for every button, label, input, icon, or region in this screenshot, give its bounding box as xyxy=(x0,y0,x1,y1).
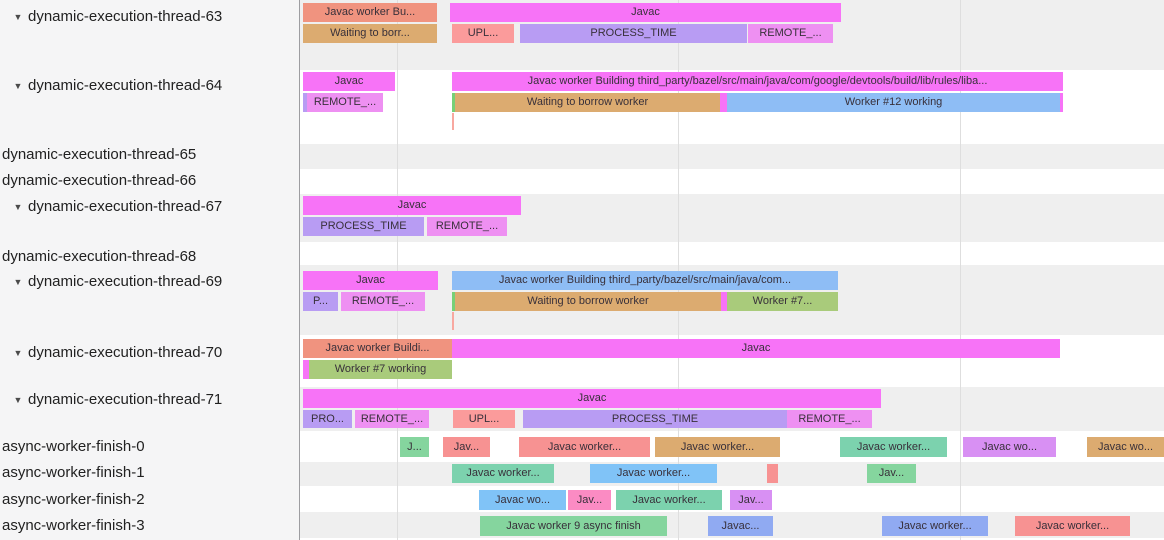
trace-slice[interactable]: REMOTE_... xyxy=(787,410,872,428)
trace-slice[interactable]: Worker #7 working xyxy=(309,360,452,379)
trace-slice[interactable]: Javac worker Buildi... xyxy=(303,339,452,358)
track-label[interactable]: dynamic-execution-thread-63 xyxy=(28,8,223,25)
trace-slice[interactable]: Javac worker 9 async finish xyxy=(480,516,667,536)
trace-tick[interactable] xyxy=(452,312,454,330)
trace-slice[interactable]: REMOTE_... xyxy=(307,93,383,112)
trace-slice[interactable] xyxy=(452,292,455,311)
track-row-dynamic-execution-thread-67: ▼ dynamic-execution-thread-67 xyxy=(8,197,223,217)
trace-slice[interactable]: Jav... xyxy=(443,437,490,457)
collapse-triangle-icon[interactable]: ▼ xyxy=(13,395,23,405)
trace-slice[interactable]: Javac xyxy=(303,72,395,91)
trace-slice[interactable]: PRO... xyxy=(303,410,352,428)
collapse-triangle-icon[interactable]: ▼ xyxy=(13,277,23,287)
track-row-dynamic-execution-thread-65: dynamic-execution-thread-65 xyxy=(2,145,196,165)
trace-slice[interactable]: Javac worker... xyxy=(1015,516,1130,536)
trace-slice[interactable]: P... xyxy=(303,292,338,311)
trace-slice[interactable]: Worker #7... xyxy=(727,292,838,311)
track-row-dynamic-execution-thread-71: ▼ dynamic-execution-thread-71 xyxy=(8,390,223,410)
row-stripe xyxy=(300,144,1164,169)
trace-slice[interactable]: Javac wo... xyxy=(479,490,566,510)
track-row-dynamic-execution-thread-66: dynamic-execution-thread-66 xyxy=(2,171,196,191)
trace-slice[interactable]: Javac worker... xyxy=(519,437,650,457)
track-label[interactable]: dynamic-execution-thread-68 xyxy=(2,248,197,265)
trace-slice[interactable]: REMOTE_... xyxy=(748,24,833,43)
trace-slice[interactable]: REMOTE_... xyxy=(341,292,425,311)
track-row-async-worker-finish-1: async-worker-finish-1 xyxy=(2,463,145,483)
trace-slice[interactable]: Jav... xyxy=(730,490,772,510)
trace-slice[interactable]: REMOTE_... xyxy=(427,217,507,236)
row-stripe xyxy=(300,462,1164,486)
trace-slice[interactable] xyxy=(303,93,307,112)
trace-slice[interactable]: REMOTE_... xyxy=(355,410,429,428)
track-row-dynamic-execution-thread-63: ▼ dynamic-execution-thread-63 xyxy=(8,7,223,27)
trace-slice[interactable] xyxy=(303,360,309,379)
track-row-dynamic-execution-thread-69: ▼ dynamic-execution-thread-69 xyxy=(8,272,223,292)
gridline xyxy=(397,0,398,540)
trace-slice[interactable]: Waiting to borr... xyxy=(303,24,437,43)
collapse-triangle-icon[interactable]: ▼ xyxy=(13,12,23,22)
trace-slice[interactable]: PROCESS_TIME xyxy=(523,410,787,428)
track-label[interactable]: dynamic-execution-thread-64 xyxy=(28,77,223,94)
trace-slice[interactable]: Waiting to borrow worker xyxy=(455,292,721,311)
trace-slice[interactable]: Javac worker... xyxy=(452,464,554,483)
track-label[interactable]: async-worker-finish-0 xyxy=(2,438,145,455)
trace-slice[interactable]: Javac worker... xyxy=(616,490,722,510)
track-label[interactable]: async-worker-finish-1 xyxy=(2,464,145,481)
trace-slice[interactable]: Javac worker Building third_party/bazel/… xyxy=(452,72,1063,91)
trace-slice[interactable]: UPL... xyxy=(453,410,515,428)
trace-slice[interactable]: Javac xyxy=(303,196,521,215)
gridline xyxy=(678,0,679,540)
track-label[interactable]: async-worker-finish-3 xyxy=(2,517,145,534)
track-label[interactable]: dynamic-execution-thread-70 xyxy=(28,344,223,361)
trace-slice[interactable]: Jav... xyxy=(568,490,611,510)
trace-slice[interactable]: UPL... xyxy=(452,24,514,43)
trace-slice[interactable] xyxy=(767,464,778,483)
track-label[interactable]: dynamic-execution-thread-66 xyxy=(2,172,197,189)
trace-slice[interactable]: Javac... xyxy=(708,516,773,536)
trace-slice[interactable]: Javac worker Building third_party/bazel/… xyxy=(452,271,838,290)
trace-slice[interactable]: Javac xyxy=(450,3,841,22)
trace-tick[interactable] xyxy=(452,113,454,130)
trace-slice[interactable]: Javac worker... xyxy=(840,437,947,457)
trace-slice[interactable]: Javac worker... xyxy=(590,464,717,483)
track-row-async-worker-finish-2: async-worker-finish-2 xyxy=(2,490,145,510)
track-row-async-worker-finish-3: async-worker-finish-3 xyxy=(2,516,145,536)
track-row-async-worker-finish-0: async-worker-finish-0 xyxy=(2,437,145,457)
collapse-triangle-icon[interactable]: ▼ xyxy=(13,348,23,358)
trace-slice[interactable]: Jav... xyxy=(867,464,916,483)
trace-slice[interactable]: Javac wo... xyxy=(963,437,1056,457)
track-label[interactable]: dynamic-execution-thread-69 xyxy=(28,273,223,290)
trace-slice[interactable]: PROCESS_TIME xyxy=(303,217,424,236)
trace-slice[interactable] xyxy=(721,292,727,311)
trace-slice[interactable]: Waiting to borrow worker xyxy=(455,93,720,112)
trace-slice[interactable]: Javac xyxy=(303,389,881,408)
trace-slice[interactable]: Javac worker Bu... xyxy=(303,3,437,22)
trace-slice[interactable] xyxy=(452,93,455,112)
trace-slice[interactable]: Javac worker... xyxy=(882,516,988,536)
track-name-panel: ▼ dynamic-execution-thread-63 ▼ dynamic-exe… xyxy=(0,0,300,540)
trace-slice[interactable]: Javac xyxy=(452,339,1060,358)
track-label[interactable]: dynamic-execution-thread-67 xyxy=(28,198,223,215)
trace-slice[interactable]: J... xyxy=(400,437,429,457)
trace-slice[interactable]: PROCESS_TIME xyxy=(520,24,747,43)
collapse-triangle-icon[interactable]: ▼ xyxy=(13,202,23,212)
trace-slice[interactable] xyxy=(720,93,727,112)
trace-slice[interactable]: Javac worker... xyxy=(655,437,780,457)
track-row-dynamic-execution-thread-70: ▼ dynamic-execution-thread-70 xyxy=(8,343,223,363)
collapse-triangle-icon[interactable]: ▼ xyxy=(13,81,23,91)
trace-slice[interactable]: Worker #12 working xyxy=(727,93,1060,112)
track-label[interactable]: dynamic-execution-thread-65 xyxy=(2,146,197,163)
track-row-dynamic-execution-thread-68: dynamic-execution-thread-68 xyxy=(2,247,196,267)
track-label[interactable]: dynamic-execution-thread-71 xyxy=(28,391,223,408)
trace-slice[interactable]: Javac xyxy=(303,271,438,290)
track-row-dynamic-execution-thread-64: ▼ dynamic-execution-thread-64 xyxy=(8,76,223,96)
trace-slice[interactable]: Javac wo... xyxy=(1087,437,1164,457)
gridline xyxy=(960,0,961,540)
track-label[interactable]: async-worker-finish-2 xyxy=(2,491,145,508)
trace-slice[interactable] xyxy=(1060,93,1063,112)
